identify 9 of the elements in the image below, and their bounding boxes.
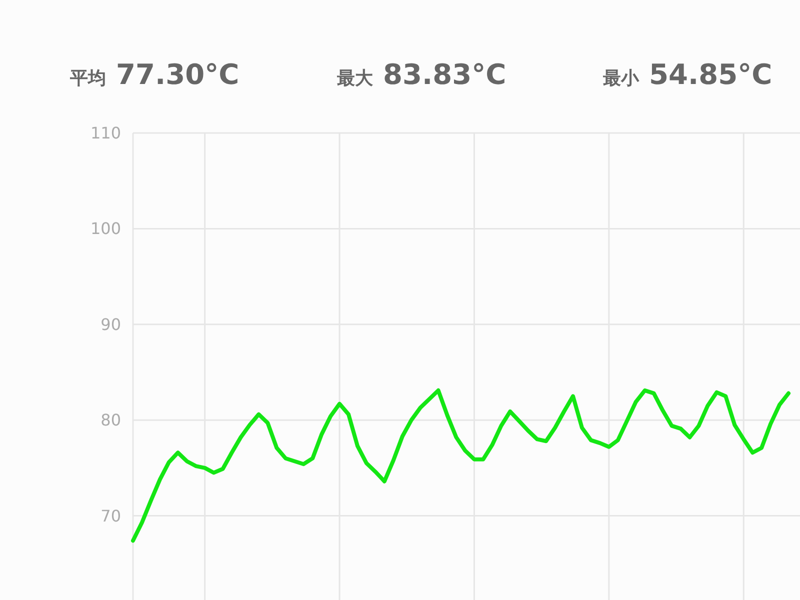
text: 平均 77.30°C	[69, 58, 240, 91]
y-tick-label: 110	[90, 124, 121, 142]
text: 最大 83.83°C	[336, 58, 506, 91]
y-tick-label: 90	[100, 314, 121, 334]
y-tick-label: 70	[100, 506, 121, 526]
y-tick-label: 100	[90, 219, 121, 238]
text: 最小 54.85°C	[602, 58, 772, 91]
y-tick-label: 80	[100, 410, 121, 430]
line-series	[131, 388, 791, 543]
